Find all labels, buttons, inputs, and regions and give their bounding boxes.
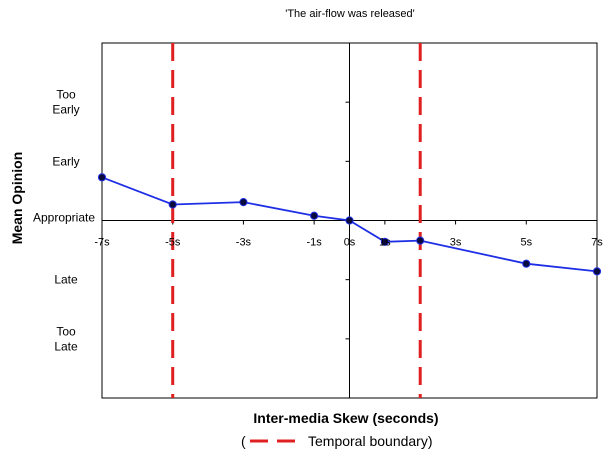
y-category-label: Too Late bbox=[54, 324, 78, 353]
y-category-label: Appropriate bbox=[33, 211, 95, 225]
y-tick-labels: Too Early Early Appropriate Late Too Late bbox=[33, 88, 95, 354]
data-point bbox=[592, 267, 602, 276]
x-tick-label: 7s bbox=[591, 237, 603, 249]
y-axis-title: Mean Opinion bbox=[9, 152, 25, 245]
data-point bbox=[416, 236, 425, 245]
data-point bbox=[168, 200, 177, 209]
x-tick-label: 0s bbox=[344, 237, 356, 249]
x-tick-label: 3s bbox=[450, 237, 462, 249]
data-point bbox=[239, 198, 248, 207]
legend: ( Temporal boundary) bbox=[241, 433, 433, 449]
data-point bbox=[310, 211, 319, 220]
data-point bbox=[522, 259, 531, 268]
series-line bbox=[97, 173, 602, 276]
temporal-boundaries bbox=[171, 43, 422, 398]
x-tick-labels: -7s -5s -3s -1s 0s 1s 3s 5s 7s bbox=[94, 237, 603, 249]
data-point bbox=[380, 237, 389, 246]
x-tick-label: -7s bbox=[94, 237, 110, 249]
chart-title: 'The air-flow was released' bbox=[285, 8, 415, 20]
x-tick-label: -3s bbox=[236, 237, 252, 249]
x-tick-label: -1s bbox=[307, 237, 323, 249]
x-tick-label: 5s bbox=[520, 237, 532, 249]
x-tick-label: -5s bbox=[165, 237, 181, 249]
x-tick-label: 1s bbox=[379, 237, 391, 249]
y-category-label: Early bbox=[52, 154, 79, 168]
y-category-label: Too Early bbox=[52, 88, 79, 117]
data-point bbox=[97, 173, 107, 182]
legend-label: Temporal boundary) bbox=[308, 433, 433, 449]
x-axis-title: Inter-media Skew (seconds) bbox=[253, 410, 438, 426]
data-point bbox=[345, 216, 354, 225]
legend-open-paren: ( bbox=[241, 433, 246, 449]
y-category-label: Late bbox=[54, 273, 78, 287]
